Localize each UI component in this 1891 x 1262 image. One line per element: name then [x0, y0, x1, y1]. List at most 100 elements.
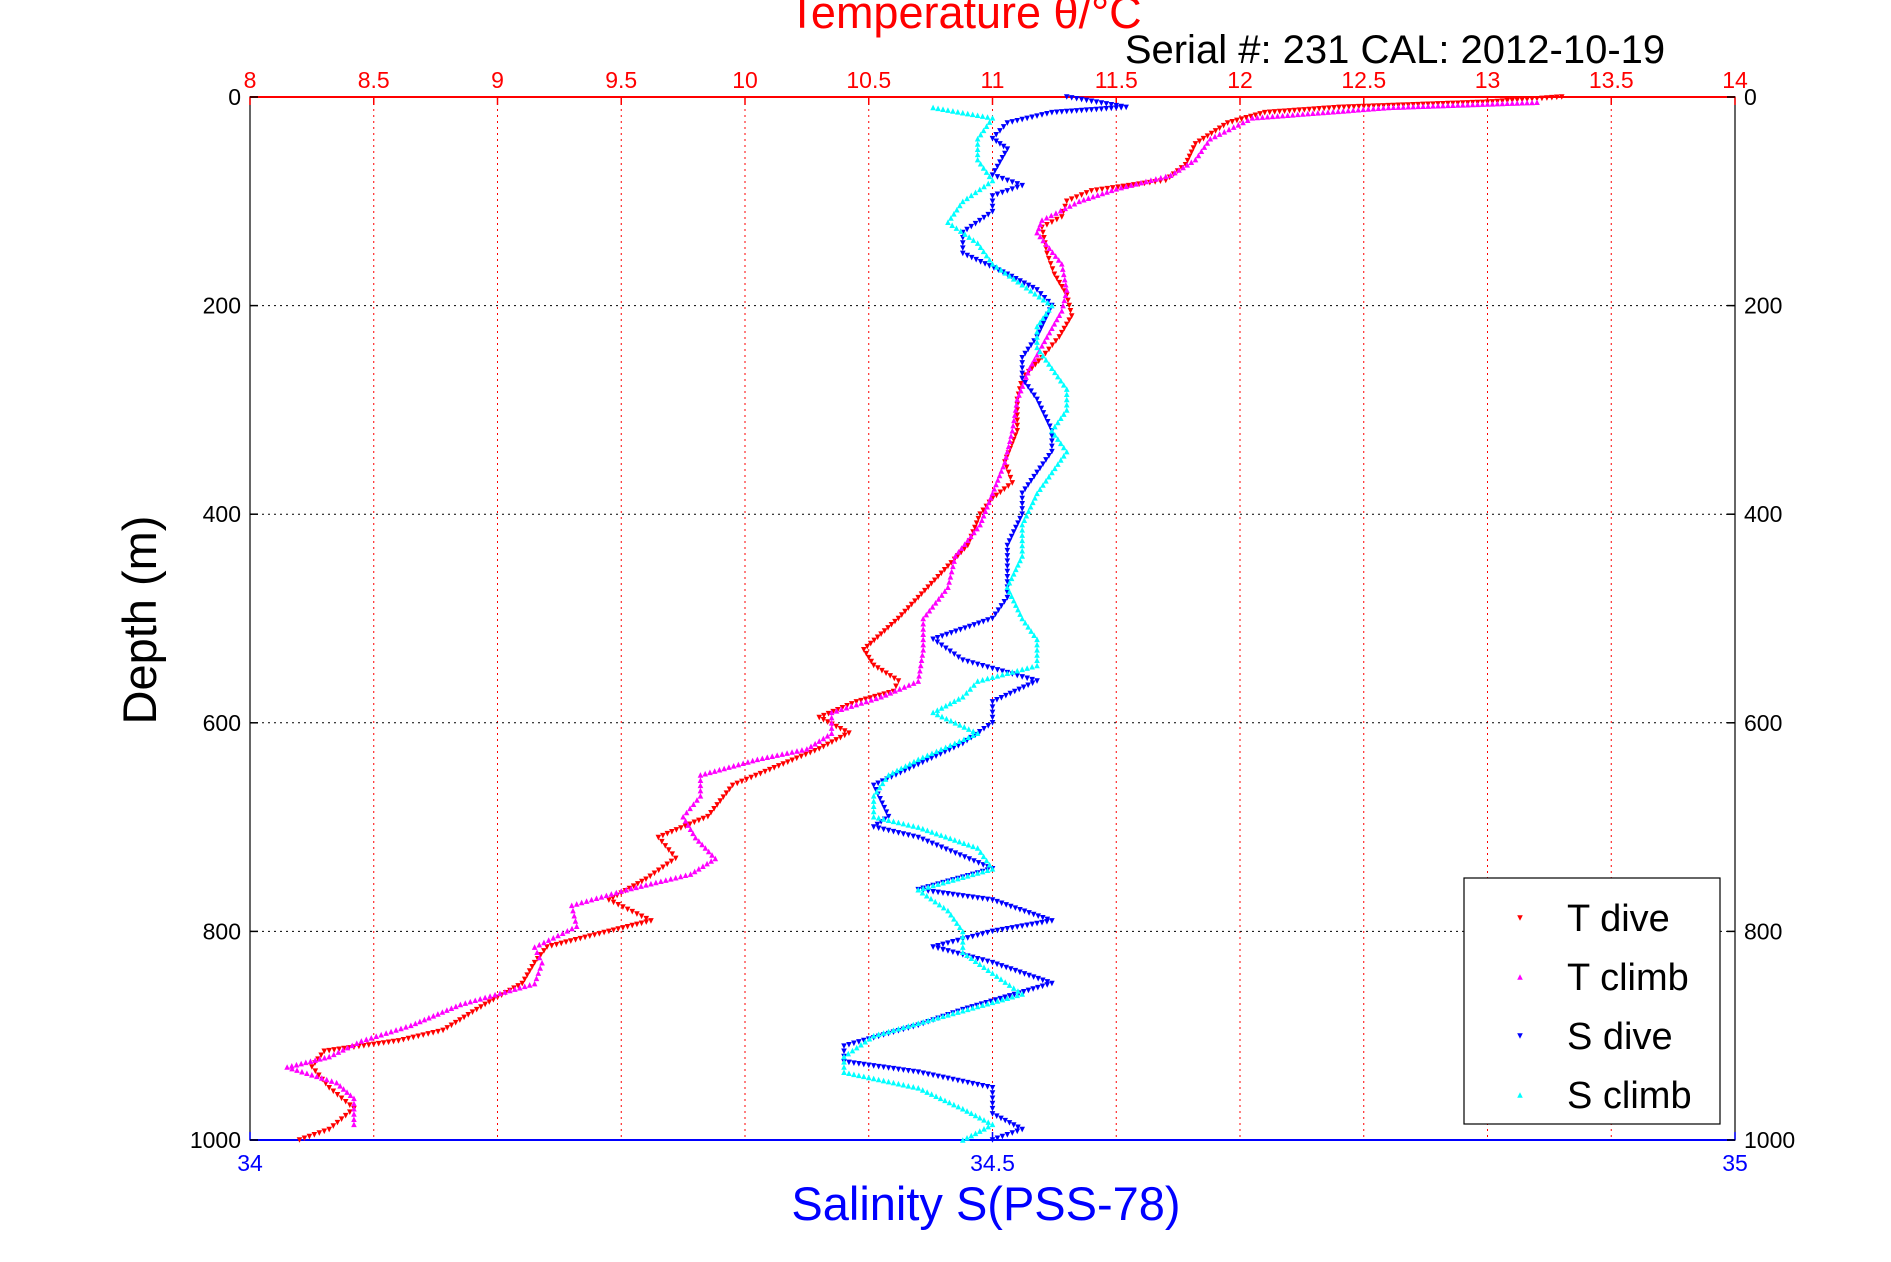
data-point — [995, 607, 1002, 613]
data-point — [1049, 469, 1055, 476]
data-point — [1108, 187, 1115, 194]
data-point — [895, 830, 902, 836]
data-point — [1226, 126, 1232, 133]
data-point — [1014, 181, 1021, 187]
data-point — [974, 870, 981, 876]
data-point — [1035, 984, 1041, 991]
data-point — [964, 893, 971, 900]
data-point — [945, 1012, 951, 1018]
data-point — [989, 172, 996, 179]
data-point — [960, 874, 966, 880]
data-point — [573, 923, 580, 929]
data-point — [838, 706, 845, 713]
data-point — [866, 1035, 873, 1042]
data-point — [923, 892, 930, 899]
data-point — [351, 1095, 357, 1102]
data-point — [726, 786, 733, 793]
data-point — [1254, 114, 1261, 121]
data-point — [979, 868, 986, 875]
data-point — [643, 882, 649, 888]
data-point — [924, 752, 931, 759]
data-point — [879, 800, 885, 807]
data-point — [942, 833, 949, 840]
data-point — [347, 1109, 353, 1115]
data-point — [924, 838, 931, 845]
data-point — [421, 1016, 428, 1023]
data-point — [946, 1099, 953, 1106]
data-point — [833, 723, 840, 730]
data-point — [880, 1077, 887, 1084]
data-point — [417, 1018, 423, 1025]
data-point — [1034, 646, 1040, 653]
data-point — [1123, 183, 1129, 190]
data-point — [620, 925, 626, 931]
data-point — [863, 650, 870, 657]
data-point — [1002, 270, 1009, 276]
tick-label-top: 9 — [491, 67, 504, 93]
data-point — [1025, 508, 1032, 515]
data-point — [1012, 432, 1019, 439]
data-point — [898, 612, 905, 618]
data-point — [966, 234, 972, 240]
data-point — [1020, 684, 1027, 691]
data-point — [1038, 405, 1045, 412]
data-point — [920, 885, 926, 892]
data-point — [553, 941, 560, 948]
data-point — [705, 848, 712, 855]
data-point — [1335, 108, 1341, 115]
data-point — [947, 700, 953, 707]
data-point — [910, 833, 917, 840]
data-point — [696, 838, 702, 844]
data-point — [1058, 415, 1064, 422]
data-point — [894, 767, 900, 774]
data-point — [915, 756, 922, 763]
data-point — [906, 760, 913, 767]
data-point — [974, 661, 981, 668]
data-point — [1056, 279, 1063, 286]
data-point — [994, 174, 1001, 180]
data-point — [917, 662, 924, 669]
data-point — [1008, 575, 1015, 582]
data-point — [940, 890, 946, 896]
data-point — [976, 1114, 983, 1121]
data-point — [1000, 463, 1006, 470]
data-point — [1007, 903, 1014, 910]
data-point — [1192, 141, 1199, 147]
data-point — [1016, 686, 1023, 693]
tick-label-y-right: 800 — [1744, 918, 1782, 944]
data-point — [890, 1065, 897, 1072]
data-point — [1489, 100, 1496, 107]
data-point — [980, 248, 987, 255]
data-point — [948, 568, 955, 575]
data-point — [663, 877, 669, 883]
data-point — [920, 1070, 926, 1077]
data-point — [1109, 185, 1116, 191]
data-point — [1010, 597, 1017, 604]
data-point — [1004, 594, 1011, 601]
data-point — [1019, 182, 1025, 189]
data-point — [1022, 350, 1028, 357]
data-point — [915, 1020, 922, 1026]
data-point — [920, 615, 926, 622]
data-point — [342, 1112, 349, 1119]
data-point — [989, 959, 996, 966]
data-point — [624, 923, 631, 930]
data-point — [664, 830, 671, 837]
data-point — [972, 189, 979, 196]
data-point — [328, 1078, 335, 1084]
data-point — [984, 1000, 991, 1007]
data-point — [1158, 174, 1164, 181]
data-point — [683, 809, 690, 816]
data-point — [1059, 329, 1065, 336]
data-point — [1043, 357, 1049, 363]
data-point — [880, 1030, 887, 1036]
data-point — [985, 180, 992, 187]
data-point — [1037, 486, 1043, 492]
data-point — [948, 717, 954, 724]
data-point — [1005, 483, 1012, 489]
data-point — [974, 525, 980, 532]
data-point — [989, 970, 996, 976]
data-point — [1420, 103, 1426, 110]
data-point — [874, 821, 881, 828]
